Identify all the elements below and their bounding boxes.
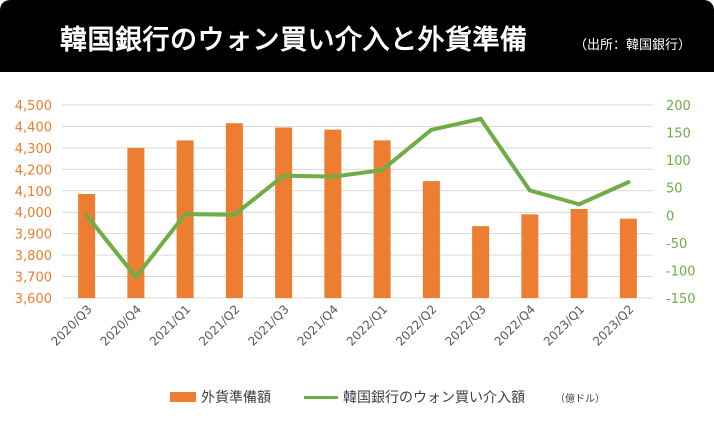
left-tick-label: 3,900 <box>15 228 52 243</box>
line-point <box>380 168 385 173</box>
bar <box>422 181 440 298</box>
category-label: 2022/Q2 <box>393 302 439 348</box>
right-tick-label: 200 <box>666 99 691 114</box>
bar <box>570 209 588 298</box>
right-axis: -150 -100 -50 0 50 100 150 200 <box>666 99 696 307</box>
line-point <box>183 212 188 217</box>
x-axis: 2020/Q3 2020/Q4 2021/Q1 2021/Q2 2021/Q3 2021/… <box>48 302 636 348</box>
bar <box>127 147 145 298</box>
left-tick-label: 3,800 <box>15 249 52 264</box>
left-tick-label: 4,400 <box>15 120 52 135</box>
right-tick-label: 100 <box>666 154 691 169</box>
bar <box>619 218 637 298</box>
left-tick-label: 4,500 <box>15 99 52 114</box>
bar <box>521 214 539 298</box>
chart-title: 韓国銀行のウォン買い介入と外貨準備 <box>60 25 528 56</box>
bar <box>275 127 293 299</box>
line-series <box>84 116 631 280</box>
legend-line-label: 韓国銀行のウォン買い介入額 <box>343 390 525 406</box>
bar <box>373 140 391 298</box>
category-label: 2022/Q4 <box>492 302 538 348</box>
line-point <box>84 213 89 218</box>
category-label: 2023/Q1 <box>541 302 587 348</box>
right-tick-label: -100 <box>666 264 696 279</box>
gridlines <box>62 104 653 299</box>
bar <box>176 140 194 298</box>
category-label: 2020/Q3 <box>48 302 94 348</box>
right-tick-label: 150 <box>666 127 691 142</box>
left-tick-label: 4,100 <box>15 185 52 200</box>
legend-line-unit: （億ドル） <box>555 394 605 405</box>
category-label: 2022/Q1 <box>344 302 390 348</box>
left-axis: 3,600 3,700 3,800 3,900 4,000 4,100 4,200 4,300… <box>15 99 52 307</box>
title-bar: 韓国銀行のウォン買い介入と外貨準備 （出所：韓国銀行） <box>0 0 714 72</box>
category-label: 2022/Q3 <box>442 302 488 348</box>
line-point <box>281 173 286 178</box>
left-tick-label: 4,200 <box>15 163 52 178</box>
right-tick-label: 50 <box>666 182 683 197</box>
bar <box>324 129 342 298</box>
category-label: 2021/Q2 <box>196 302 242 348</box>
right-tick-label: -150 <box>666 292 696 307</box>
bar <box>472 226 490 298</box>
line-point <box>232 212 237 217</box>
category-label: 2021/Q1 <box>147 302 193 348</box>
category-label: 2021/Q3 <box>245 302 291 348</box>
line-point <box>429 127 434 132</box>
bar <box>225 123 243 298</box>
legend: 外貨準備額 韓国銀行のウォン買い介入額 （億ドル） <box>0 384 714 408</box>
category-label: 2023/Q2 <box>590 302 636 348</box>
chart-area: 3,600 3,700 3,800 3,900 4,000 4,100 4,200 4,300… <box>15 99 696 349</box>
line-point <box>527 188 532 193</box>
right-tick-label: -50 <box>666 237 687 252</box>
bar <box>78 193 96 298</box>
line-point <box>133 275 138 280</box>
right-tick-label: 0 <box>666 209 674 224</box>
line-point <box>626 180 631 185</box>
intervention-line <box>84 116 631 280</box>
left-tick-label: 4,300 <box>15 142 52 157</box>
left-tick-label: 4,000 <box>15 206 52 221</box>
line-point <box>478 116 483 121</box>
legend-bar-label: 外貨準備額 <box>201 390 271 406</box>
legend-bar-swatch <box>170 392 196 402</box>
bar-series <box>78 123 637 299</box>
line-point <box>330 174 335 179</box>
left-tick-label: 3,600 <box>15 292 52 307</box>
category-label: 2021/Q4 <box>295 302 341 348</box>
legend-line-swatch <box>304 396 338 399</box>
line-point <box>577 202 582 207</box>
source-note: （出所：韓国銀行） <box>574 38 692 53</box>
category-label: 2020/Q4 <box>98 302 144 348</box>
left-tick-label: 3,700 <box>15 271 52 286</box>
